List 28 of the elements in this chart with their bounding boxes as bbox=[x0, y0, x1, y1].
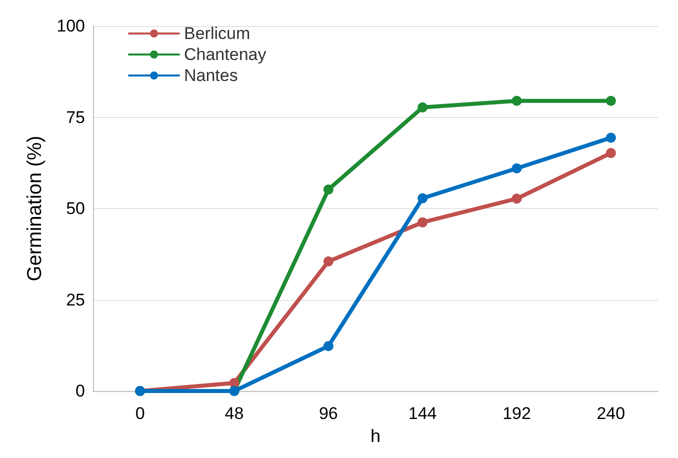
y-tick-label: 75 bbox=[66, 108, 85, 127]
x-axis-title: h bbox=[370, 426, 381, 446]
point bbox=[512, 194, 522, 204]
y-tick-label: 100 bbox=[56, 16, 85, 36]
point bbox=[512, 163, 522, 174]
point bbox=[512, 96, 522, 106]
x-tick-label: 144 bbox=[408, 404, 437, 423]
point bbox=[323, 256, 334, 266]
y-tick-label: 25 bbox=[66, 290, 85, 310]
point bbox=[323, 341, 334, 352]
point bbox=[418, 217, 428, 228]
x-tick-label: 48 bbox=[224, 404, 244, 423]
point bbox=[606, 96, 616, 106]
y-tick-label: 0 bbox=[76, 382, 85, 400]
point bbox=[418, 193, 428, 204]
legend-label: Berlicum bbox=[184, 24, 250, 43]
x-tick-label: 0 bbox=[135, 404, 145, 423]
point bbox=[323, 184, 334, 195]
y-tick-label: 50 bbox=[66, 199, 85, 218]
x-tick-label: 96 bbox=[318, 404, 338, 423]
point bbox=[606, 132, 616, 143]
y-axis-title: Germination (%) bbox=[24, 136, 46, 282]
point bbox=[606, 148, 616, 158]
x-tick-label: 240 bbox=[596, 404, 626, 423]
legend-label: Nantes bbox=[184, 66, 238, 85]
point bbox=[418, 102, 428, 112]
x-tick-label: 192 bbox=[502, 404, 531, 423]
legend-label: Chantenay bbox=[184, 45, 267, 64]
